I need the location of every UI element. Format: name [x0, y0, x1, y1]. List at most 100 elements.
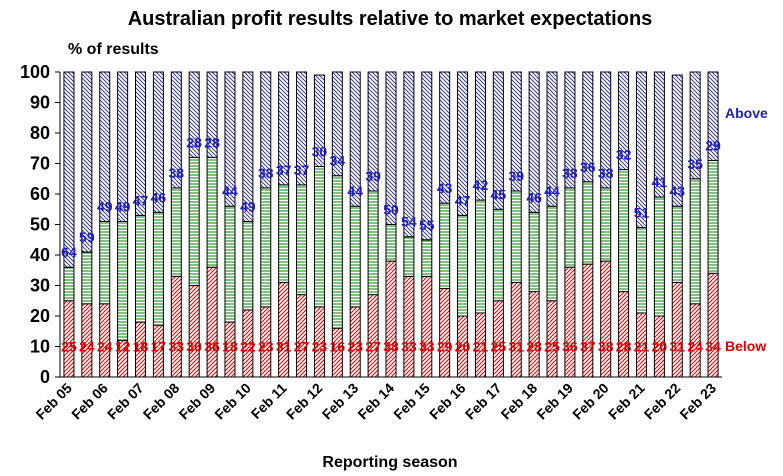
- x-tick-label: Feb 20: [569, 380, 612, 423]
- data-label-below: 31: [508, 339, 524, 355]
- bar-segment-inline: [99, 220, 111, 305]
- bar-segment-above: [492, 71, 504, 210]
- x-tick-label: Feb 05: [32, 380, 75, 423]
- data-label-above: 38: [598, 165, 614, 181]
- bar-segment-above: [689, 71, 701, 180]
- bar-segment-inline: [653, 196, 665, 317]
- data-label-above: 64: [61, 244, 77, 260]
- bar-segment-above: [367, 71, 379, 192]
- bar-segment-above: [135, 71, 147, 216]
- bar-segment-above: [313, 74, 325, 168]
- data-label-above: 28: [186, 134, 202, 150]
- data-label-below: 21: [634, 339, 650, 355]
- data-label-below: 24: [97, 339, 113, 355]
- x-tick-label: Feb 10: [211, 380, 254, 423]
- data-label-below: 38: [383, 339, 399, 355]
- bar-segment-inline: [385, 224, 397, 262]
- bars: [63, 71, 719, 378]
- bar-segment-above: [564, 71, 576, 189]
- data-label-above: 59: [79, 229, 95, 245]
- data-label-below: 36: [204, 339, 220, 355]
- bar-segment-above: [278, 71, 290, 186]
- data-label-above: 47: [133, 192, 149, 208]
- data-label-below: 30: [186, 339, 202, 355]
- bar-segment-inline: [510, 190, 522, 283]
- data-label-below: 21: [473, 339, 489, 355]
- bar-segment-inline: [474, 199, 486, 314]
- y-tick-label: 0: [40, 367, 50, 387]
- bar-segment-above: [260, 71, 272, 189]
- bar-segment-above: [474, 71, 486, 201]
- y-tick-label: 50: [30, 215, 50, 235]
- x-tick-label: Feb 12: [283, 380, 326, 423]
- bar-segment-below: [528, 291, 540, 378]
- y-tick-label: 10: [30, 337, 50, 357]
- bar-segment-inline: [618, 169, 630, 293]
- data-label-below: 23: [258, 339, 274, 355]
- bar-segment-above: [242, 71, 254, 222]
- data-label-below: 18: [133, 339, 149, 355]
- data-label-below: 20: [652, 339, 668, 355]
- bar-segment-inline: [117, 220, 129, 341]
- bar-segment-above: [117, 71, 129, 222]
- data-label-below: 25: [61, 339, 77, 355]
- data-label-above: 44: [222, 183, 238, 199]
- data-label-below: 22: [240, 339, 256, 355]
- bar-segment-inline: [457, 214, 469, 317]
- bar-segment-above: [510, 71, 522, 192]
- y-axis-label: % of results: [68, 41, 159, 58]
- data-label-above: 37: [294, 162, 310, 178]
- data-label-below: 31: [276, 339, 292, 355]
- bar-segment-above: [170, 71, 182, 189]
- data-label-below: 38: [598, 339, 614, 355]
- bar-segment-above: [99, 71, 111, 222]
- x-tick-label: Feb 06: [68, 380, 111, 423]
- bar-segment-inline: [188, 156, 200, 286]
- data-label-above: 44: [347, 183, 363, 199]
- data-label-above: 38: [258, 165, 274, 181]
- bar-segment-inline: [81, 251, 93, 305]
- series-label-above: Above: [725, 105, 768, 121]
- data-label-above: 54: [401, 214, 417, 230]
- x-tick-label: Feb 11: [248, 380, 290, 422]
- bar-segment-inline: [278, 184, 290, 283]
- bar-segment-inline: [671, 205, 683, 283]
- bar-segment-inline: [707, 159, 719, 274]
- bar-segment-inline: [564, 187, 576, 268]
- data-label-above: 49: [115, 198, 131, 214]
- x-tick-label: Feb 13: [319, 380, 362, 423]
- data-label-above: 34: [330, 153, 346, 169]
- bar-segment-above: [528, 71, 540, 213]
- bar-segment-inline: [421, 239, 433, 277]
- data-labels: 2564245924491249184717463338302836281844…: [61, 134, 721, 354]
- data-label-above: 49: [97, 198, 113, 214]
- x-tick-label: Feb 14: [354, 380, 397, 423]
- bar-segment-below: [439, 288, 451, 378]
- bar-segment-inline: [242, 220, 254, 311]
- y-tick-label: 20: [30, 306, 50, 326]
- y-tick-label: 100: [20, 62, 50, 82]
- data-label-below: 28: [616, 339, 632, 355]
- x-tick-label: Feb 22: [641, 380, 684, 423]
- bar-segment-below: [403, 275, 415, 378]
- data-label-below: 27: [365, 339, 381, 355]
- data-label-below: 25: [491, 339, 507, 355]
- data-label-above: 38: [169, 165, 185, 181]
- bar-segment-above: [707, 71, 719, 161]
- data-label-above: 46: [151, 189, 167, 205]
- bar-segment-above: [546, 71, 558, 207]
- bar-segment-inline: [63, 266, 75, 302]
- data-label-above: 45: [491, 186, 507, 202]
- data-label-below: 18: [222, 339, 238, 355]
- data-label-above: 49: [240, 198, 256, 214]
- data-label-below: 24: [687, 339, 703, 355]
- data-label-below: 23: [347, 339, 363, 355]
- data-label-below: 20: [455, 339, 471, 355]
- y-tick-label: 90: [30, 93, 50, 113]
- bar-segment-inline: [403, 236, 415, 277]
- data-label-above: 30: [312, 144, 328, 160]
- bar-segment-below: [367, 294, 379, 378]
- y-tick-label: 30: [30, 276, 50, 296]
